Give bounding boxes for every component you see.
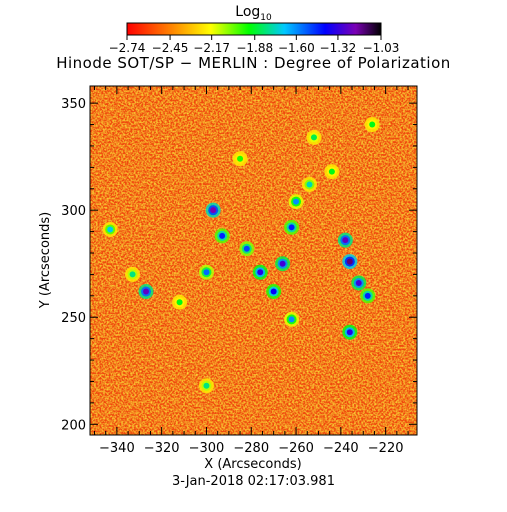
axis-ticks xyxy=(90,86,417,435)
x-tick-label: −260 xyxy=(278,441,314,456)
x-tick-label: −240 xyxy=(323,441,359,456)
polarization-feature xyxy=(328,168,335,175)
colorbar-tick-label: −2.17 xyxy=(193,41,231,55)
colorbar-tick-label: −1.32 xyxy=(319,41,357,55)
polarization-feature xyxy=(129,271,136,278)
polarization-feature xyxy=(219,232,226,239)
polarization-feature xyxy=(342,237,349,244)
colorbar-tick-label: −2.74 xyxy=(108,41,146,55)
polarization-feature xyxy=(293,198,300,205)
polarization-feature xyxy=(237,155,244,162)
y-tick-label: 250 xyxy=(61,311,86,326)
axis-tick-labels: −340 −320 −300 −280 −260 −240 −220 200 250 300 350 xyxy=(61,97,403,456)
polarization-feature xyxy=(107,226,114,233)
colorbar-ticks xyxy=(126,35,382,40)
polarization-feature xyxy=(346,329,353,336)
polarization-feature xyxy=(288,224,295,231)
colorbar-tick-label: −1.60 xyxy=(277,41,315,55)
polarization-feature xyxy=(142,288,149,295)
polarization-feature xyxy=(364,292,371,299)
colorbar-title: Log10 xyxy=(235,4,272,23)
polarization-feature xyxy=(270,288,277,295)
colorbar-tick-label: −1.88 xyxy=(236,41,274,55)
polarization-feature xyxy=(176,299,183,306)
polarization-feature xyxy=(310,134,317,141)
colorbar-tick-label: −2.45 xyxy=(151,41,189,55)
polarization-feature xyxy=(306,181,313,188)
polarization-feature xyxy=(210,207,217,214)
polarization-feature xyxy=(279,260,286,267)
chart-title: Hinode SOT/SP − MERLIN : Degree of Polar… xyxy=(56,54,451,72)
y-axis-label: Y (Arcseconds) xyxy=(38,212,53,309)
colorbar-tick-label: −1.03 xyxy=(362,41,400,55)
x-tick-label: −320 xyxy=(144,441,180,456)
heatmap-image xyxy=(90,86,417,435)
x-axis-label: X (Arcseconds) xyxy=(204,457,301,472)
observation-date: 3-Jan-2018 02:17:03.981 xyxy=(172,474,335,489)
x-tick-label: −280 xyxy=(233,441,269,456)
y-tick-label: 200 xyxy=(61,418,86,433)
polarization-feature xyxy=(203,269,210,276)
polarization-feature xyxy=(346,258,353,265)
y-tick-label: 350 xyxy=(61,97,86,112)
x-tick-label: −340 xyxy=(99,441,135,456)
x-tick-label: −220 xyxy=(368,441,404,456)
colorbar-tick-labels: −2.74 −2.45 −2.17 −1.88 −1.60 −1.32 −1.03 xyxy=(100,41,410,55)
polarization-feature xyxy=(355,279,362,286)
polarization-feature xyxy=(257,269,264,276)
polarization-feature xyxy=(243,245,250,252)
y-tick-label: 300 xyxy=(61,204,86,219)
x-tick-label: −300 xyxy=(189,441,225,456)
polarization-feature xyxy=(203,382,210,389)
polarization-features xyxy=(102,117,380,394)
colorbar xyxy=(126,22,382,36)
polarization-feature xyxy=(369,121,376,128)
plot-frame xyxy=(89,85,418,436)
polarization-feature xyxy=(288,316,295,323)
